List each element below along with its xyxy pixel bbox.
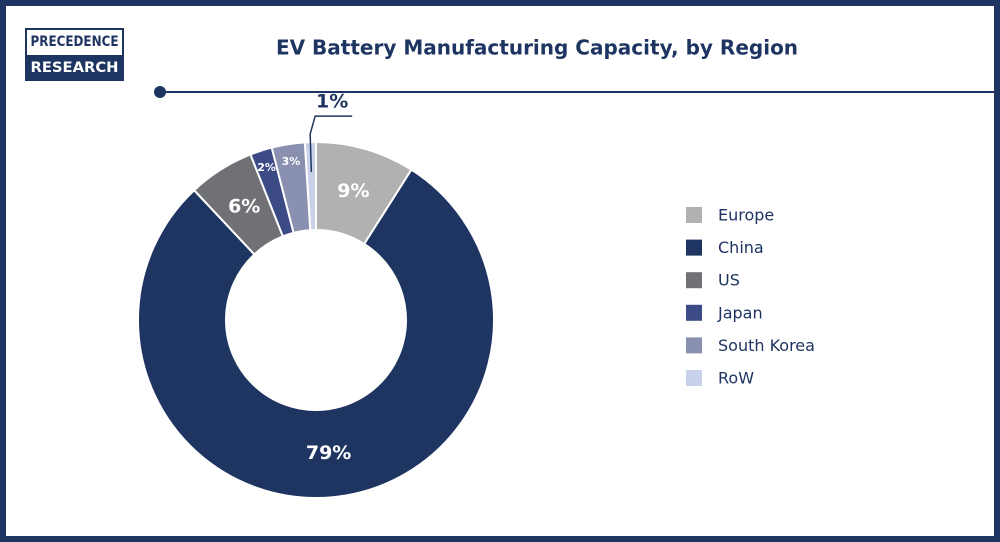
- logo-band: [26, 55, 123, 80]
- donut-slice: [303, 140, 317, 232]
- legend-label: RoW: [718, 369, 754, 388]
- legend-swatch: [686, 239, 702, 256]
- data-label: 6%: [228, 195, 260, 217]
- chart-title: EV Battery Manufacturing Capacity, by Re…: [276, 36, 798, 60]
- data-label: 1%: [316, 91, 348, 113]
- data-label: 3%: [282, 155, 301, 168]
- leader-line: [309, 115, 353, 173]
- donut-slice: [137, 168, 495, 499]
- rule-dot: [154, 86, 166, 98]
- legend-swatch: [686, 304, 702, 321]
- legend-label: Europe: [718, 206, 774, 225]
- logo-text: RESEARCH: [31, 60, 119, 76]
- legend-label: South Korea: [718, 336, 815, 355]
- legend-label: Japan: [717, 303, 763, 322]
- legend-swatch: [686, 207, 702, 223]
- data-label: 79%: [306, 442, 351, 464]
- legend-label: China: [718, 238, 764, 257]
- legend-label: US: [718, 271, 740, 290]
- legend-swatch: [686, 272, 702, 289]
- legend-swatch: [686, 370, 702, 386]
- data-label: 2%: [257, 161, 276, 174]
- logo-text: PRECEDENCE: [31, 34, 119, 50]
- data-label: 9%: [337, 180, 369, 202]
- legend-swatch: [686, 337, 702, 354]
